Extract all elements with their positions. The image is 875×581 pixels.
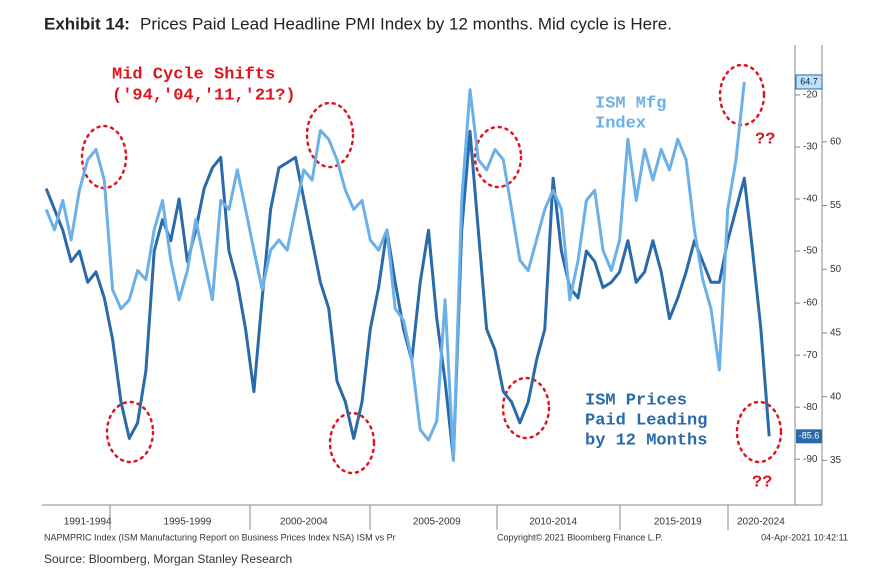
y2-tick-label: 35 xyxy=(830,455,842,466)
series-label: by 12 Months xyxy=(585,431,707,450)
annotation: ?? xyxy=(755,130,775,149)
y2-tick-label: 60 xyxy=(830,136,842,147)
y-tick-label: -20 xyxy=(803,90,818,101)
y-tick-label: -60 xyxy=(803,298,818,309)
highlight-circle xyxy=(305,101,355,169)
highlight-circle xyxy=(735,400,783,464)
x-tick-label: 1991-1994 xyxy=(64,517,112,528)
highlight-circle xyxy=(501,376,551,440)
source: Source: Bloomberg, Morgan Stanley Resear… xyxy=(44,552,292,566)
x-tick-label: 2010-2014 xyxy=(529,517,577,528)
series-label: Index xyxy=(595,114,646,133)
y2-tick-label: 55 xyxy=(830,200,842,211)
series-label: Paid Leading xyxy=(585,411,707,430)
series-label: ISM Prices xyxy=(585,391,687,410)
last-value-label: 64.7 xyxy=(800,76,818,86)
annotation: ('94,'04,'11,'21?) xyxy=(112,86,296,105)
title-label: Exhibit 14: xyxy=(44,14,130,33)
x-tick-label: 1995-1999 xyxy=(164,517,212,528)
chart-title: Prices Paid Lead Headline PMI Index by 1… xyxy=(140,14,672,33)
footer-note: NAPMPRIC Index (ISM Manufacturing Report… xyxy=(44,532,396,542)
x-tick-label: 2005-2009 xyxy=(413,517,461,528)
y2-tick-label: 50 xyxy=(830,264,842,275)
last-value-label: -85.6 xyxy=(799,431,820,441)
highlight-circle xyxy=(328,411,376,475)
y-tick-label: -90 xyxy=(803,454,818,465)
footer-copyright: Copyright© 2021 Bloomberg Finance L.P. xyxy=(497,532,663,542)
x-tick-label: 2015-2019 xyxy=(654,517,702,528)
y-tick-label: -40 xyxy=(803,194,818,205)
x-tick-label: 2020-2024 xyxy=(737,517,785,528)
annotation: ?? xyxy=(752,473,772,492)
footer-date: 04-Apr-2021 10:42:11 xyxy=(761,532,848,542)
annotation: Mid Cycle Shifts xyxy=(112,65,275,84)
last-value-box xyxy=(795,74,823,90)
series-label: ISM Mfg xyxy=(595,94,666,113)
y2-tick-label: 45 xyxy=(830,328,842,339)
series-line xyxy=(44,81,746,462)
y-tick-label: -70 xyxy=(803,350,818,361)
y2-tick-label: 40 xyxy=(830,391,842,402)
highlight-circle xyxy=(473,125,523,189)
y-tick-label: -80 xyxy=(803,402,818,413)
highlight-circle xyxy=(105,400,155,464)
highlight-circle xyxy=(718,63,766,127)
period-separators xyxy=(109,505,729,530)
last-value-box xyxy=(796,429,822,444)
x-tick-label: 2000-2004 xyxy=(280,517,328,528)
y-tick-label: -50 xyxy=(803,246,818,257)
y-tick-label: -30 xyxy=(803,142,818,153)
